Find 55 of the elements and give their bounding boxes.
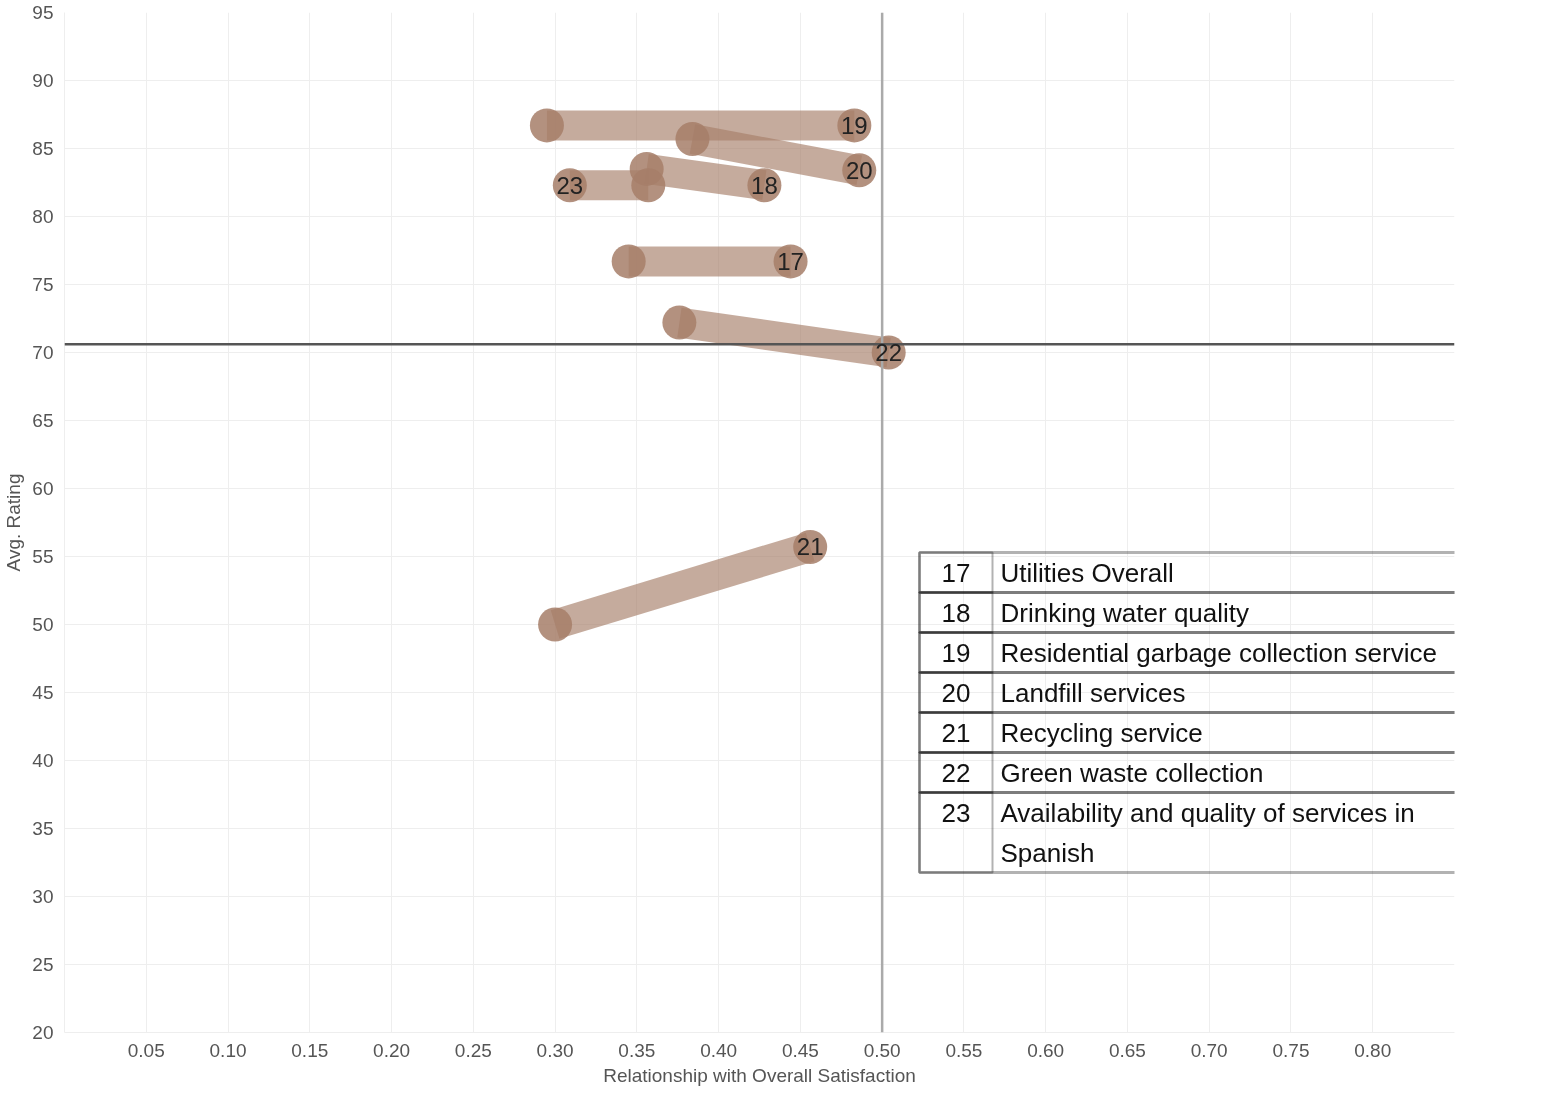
y-tick-label: 90	[32, 70, 54, 91]
x-tick-label: 0.45	[781, 1039, 819, 1061]
y-tick-label: 95	[32, 2, 54, 23]
y-tick-label: 65	[32, 410, 54, 431]
text: 23	[941, 797, 971, 828]
y-tick-label: 70	[32, 342, 54, 363]
y-tick-label: 20	[32, 1022, 54, 1043]
annotation: Residential garbage collection service	[1000, 637, 1437, 668]
y-tick-label: 45	[32, 682, 54, 703]
text: 17	[941, 557, 971, 588]
annotation: 22	[875, 339, 903, 366]
text: 19	[941, 637, 971, 668]
y-axis-title: Avg. Rating	[3, 473, 25, 572]
y-tick-label: 85	[32, 138, 54, 159]
x-tick-label: 0.15	[291, 1039, 329, 1061]
x-tick-label: 0.10	[209, 1039, 247, 1061]
annotation: Green waste collection	[1000, 757, 1264, 788]
annotation: 17	[777, 247, 804, 275]
x-tick-label: 0.20	[373, 1039, 411, 1061]
y-tick-label: 50	[32, 614, 54, 635]
text: 21	[941, 717, 971, 748]
y-tick-label: 40	[32, 750, 54, 771]
annotation: Utilities Overall	[1000, 557, 1174, 588]
y-tick-label: 30	[32, 886, 54, 907]
x-tick-label: 0.75	[1272, 1039, 1310, 1061]
x-tick-label: 0.70	[1190, 1039, 1228, 1061]
y-tick-label: 60	[32, 478, 54, 499]
text: 20	[941, 677, 971, 708]
y-tick-label: 55	[32, 546, 54, 567]
x-tick-label: 0.40	[700, 1039, 738, 1061]
annotation: 23	[556, 171, 584, 199]
x-tick-label: 0.30	[536, 1039, 574, 1061]
x-tick-label: 0.35	[618, 1039, 656, 1061]
annotation: 18	[751, 171, 778, 199]
y-tick-label: 75	[32, 274, 54, 295]
y-tick-label: 80	[32, 206, 54, 227]
annotation: 19	[841, 111, 868, 139]
x-tick-label: 0.05	[127, 1039, 165, 1061]
annotation: 21	[796, 533, 824, 561]
annotation: Drinking water quality	[1000, 597, 1250, 628]
text: 22	[941, 757, 971, 788]
y-tick-label: 35	[32, 818, 54, 839]
annotation: 20	[845, 156, 873, 184]
annotation: Recycling service	[1000, 717, 1203, 748]
text: 18	[941, 597, 971, 628]
y-tick-label: 25	[32, 954, 54, 975]
x-tick-label: 0.50	[863, 1039, 901, 1061]
x-axis-title: Relationship with Overall Satisfaction	[603, 1064, 916, 1086]
x-tick-label: 0.25	[454, 1039, 492, 1061]
annotation: Availability and quality of services in Spanish	[1000, 797, 1415, 868]
x-tick-label: 0.80	[1354, 1039, 1392, 1061]
annotation: Landfill services	[1000, 677, 1186, 708]
x-tick-label: 0.65	[1108, 1039, 1146, 1061]
x-tick-label: 0.55	[945, 1039, 983, 1061]
x-tick-label: 0.60	[1027, 1039, 1065, 1061]
